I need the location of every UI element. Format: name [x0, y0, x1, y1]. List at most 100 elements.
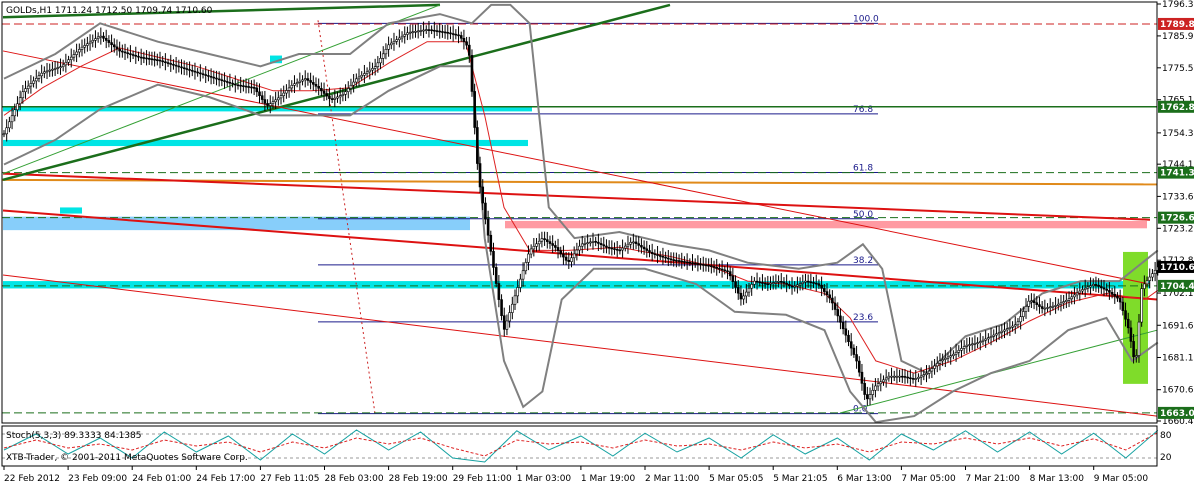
candle-body	[317, 85, 320, 89]
price-tag-box	[1158, 166, 1194, 179]
candle-body	[804, 280, 807, 283]
candle-body	[664, 256, 667, 259]
candle-body	[898, 375, 901, 378]
candle-body	[494, 267, 498, 284]
candle-body	[441, 31, 444, 33]
candle-body	[252, 87, 256, 89]
candle-body	[844, 328, 848, 336]
candle-body	[879, 381, 883, 385]
candle-body	[137, 55, 140, 58]
candle-body	[142, 57, 146, 59]
candle-body	[645, 248, 649, 251]
candle-body	[126, 52, 130, 55]
candle-body	[693, 262, 697, 265]
candle-body	[325, 93, 329, 97]
candle-body	[890, 375, 893, 378]
candle-body	[1035, 302, 1039, 305]
candle-body	[320, 88, 323, 92]
candle-body	[650, 251, 654, 255]
candle-body	[978, 341, 982, 343]
x-axis-tick-label: 7 Mar 05:00	[901, 474, 956, 484]
candle-body	[626, 243, 630, 247]
candle-body	[559, 250, 563, 255]
candle-body	[1097, 284, 1100, 287]
candle-body	[806, 280, 810, 283]
candle-body	[884, 377, 888, 381]
candle-body	[107, 40, 111, 43]
candle-body	[220, 79, 224, 82]
candle-body	[115, 46, 119, 50]
candle-body	[812, 282, 815, 284]
candle-body	[48, 69, 52, 72]
candle-body	[368, 69, 372, 73]
candle-body	[699, 263, 702, 266]
candle-body	[1032, 300, 1036, 304]
candle-body	[59, 66, 62, 68]
candle-body	[365, 71, 369, 74]
candle-body	[102, 35, 105, 39]
candle-body	[535, 243, 538, 247]
candle-body	[1027, 300, 1031, 307]
candle-body	[277, 97, 280, 101]
candle-body	[1022, 311, 1025, 317]
x-axis-tick-label: 24 Feb 01:00	[132, 474, 191, 484]
candle-body	[1013, 324, 1017, 327]
candle-body	[532, 246, 536, 250]
zone-cyan-small	[270, 55, 282, 64]
candle-body	[863, 383, 866, 395]
candle-body	[387, 44, 390, 50]
candle-body	[524, 262, 528, 272]
price-tag-label: 1741.35	[1160, 169, 1194, 179]
candle-body	[962, 346, 966, 349]
candle-body	[341, 94, 345, 96]
bollinger-lower-band	[3, 65, 1159, 424]
candle-body	[1078, 290, 1082, 294]
candle-body	[505, 320, 509, 330]
fib-level-label: 50.0	[853, 210, 873, 220]
candle-body	[927, 370, 931, 374]
candle-body	[64, 61, 68, 66]
candle-body	[745, 291, 748, 297]
candle-body	[433, 29, 436, 32]
candle-body	[922, 374, 926, 377]
fib-level-label: 38.2	[853, 256, 873, 266]
candle-body	[739, 292, 743, 300]
candle-body	[1105, 288, 1108, 291]
candle-body	[906, 376, 909, 379]
candle-body	[782, 281, 786, 284]
fib-level-label: 76.8	[853, 105, 873, 115]
red-trendline-lower	[2, 274, 1158, 417]
zone-cyan-mid	[3, 139, 528, 147]
candle-body	[1094, 284, 1098, 286]
candle-body	[83, 45, 86, 48]
candle-body	[489, 234, 493, 252]
candle-body	[69, 56, 73, 61]
candle-body	[911, 378, 915, 380]
symbol-header: GOLDs,H1 1711.24 1712.50 1709.74 1710.60	[6, 6, 213, 16]
candle-body	[543, 238, 546, 240]
candle-body	[449, 32, 452, 35]
candle-body	[484, 202, 487, 220]
stoch-level-80: 80	[1160, 431, 1172, 441]
x-axis-tick-label: 5 Mar 21:05	[773, 474, 827, 484]
candle-body	[21, 91, 25, 99]
candle-body	[290, 85, 294, 89]
candle-body	[944, 357, 947, 360]
green-channel-upper-left	[2, 3, 441, 19]
candle-body	[537, 240, 541, 245]
y-axis-tick-label: 1765.10	[1162, 96, 1194, 106]
candle-body	[623, 245, 627, 249]
candle-body	[16, 103, 19, 111]
candle-body	[1108, 290, 1111, 293]
candle-body	[874, 385, 877, 391]
candle-body	[88, 41, 92, 45]
candle-body	[217, 78, 221, 81]
candle-body	[293, 83, 296, 86]
candle-body	[112, 44, 116, 48]
candle-body	[258, 91, 261, 96]
candle-body	[554, 245, 557, 248]
candle-body	[615, 248, 619, 251]
candle-body	[204, 74, 208, 76]
stoch-level-20: 20	[1160, 453, 1172, 463]
